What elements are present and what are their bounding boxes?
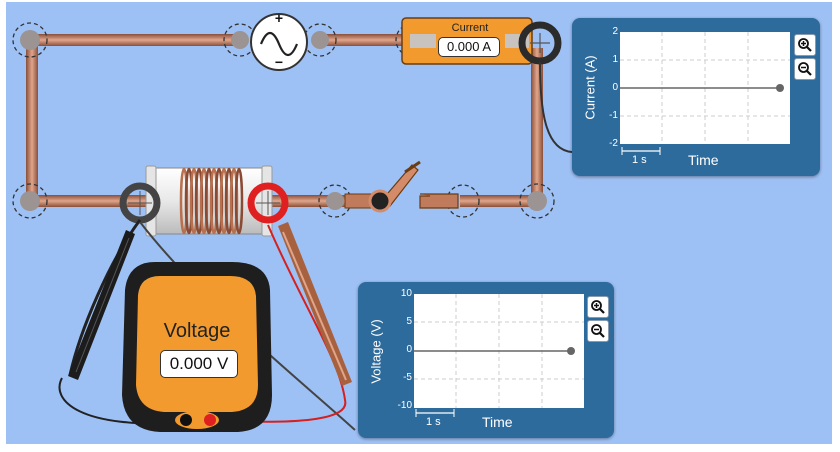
current-time-scale-bar	[621, 147, 661, 155]
red-probe-wire	[204, 224, 347, 423]
voltmeter-body[interactable]	[122, 262, 272, 432]
ammeter-probe[interactable]	[518, 21, 562, 65]
voltmeter-title: Voltage	[163, 320, 231, 342]
wire-bottom-left[interactable]	[30, 195, 150, 207]
current-ytick: -1	[609, 110, 618, 121]
ac-sine-icon[interactable]: + −	[250, 10, 308, 71]
wire-right[interactable]	[531, 48, 543, 200]
voltage-ytick: 0	[406, 344, 412, 355]
svg-text:+: +	[275, 10, 283, 26]
voltage-ytick: 10	[400, 288, 412, 299]
voltage-plot-area	[414, 294, 584, 408]
wire-top-middle[interactable]	[318, 34, 410, 46]
voltage-ytick: -10	[397, 400, 412, 411]
svg-text:−: −	[275, 54, 283, 70]
voltage-ytick: -5	[403, 372, 412, 383]
current-trace-point	[776, 84, 784, 92]
red-probe-handle[interactable]	[278, 222, 352, 386]
current-chart-xlabel: Time	[688, 152, 719, 168]
zoom-out-icon[interactable]	[794, 58, 816, 80]
ammeter-readout: 0.000 A	[438, 37, 500, 57]
current-ytick: 1	[612, 54, 618, 65]
current-ytick: -2	[609, 138, 618, 149]
voltage-chart-xlabel: Time	[482, 414, 513, 430]
black-probe-handle[interactable]	[68, 230, 135, 380]
voltage-time-scale-bar	[415, 409, 455, 417]
zoom-in-icon[interactable]	[794, 34, 816, 56]
zoom-out-icon[interactable]	[587, 320, 609, 342]
red-probe-clip[interactable]	[247, 182, 289, 224]
ammeter-cable	[539, 61, 573, 153]
junctions[interactable]	[12, 22, 555, 219]
switch[interactable]	[344, 160, 459, 213]
current-ytick: 0	[612, 82, 618, 93]
coil-turn	[234, 167, 244, 235]
ammeter-title: Current	[451, 22, 489, 34]
current-time-scale-label: 1 s	[632, 154, 647, 166]
voltage-chart-ylabel: Voltage (V)	[368, 319, 384, 384]
voltage-trace-point	[567, 347, 575, 355]
voltage-time-scale-label: 1 s	[426, 416, 441, 428]
voltmeter-readout: 0.000 V	[160, 350, 238, 378]
wire-top-left[interactable]	[30, 34, 242, 46]
voltage-plot-svg	[414, 294, 584, 408]
wire-left[interactable]	[26, 40, 38, 200]
voltage-ytick: 5	[406, 316, 412, 327]
current-ytick: 2	[612, 26, 618, 37]
current-plot-area	[620, 32, 790, 144]
black-probe-clip[interactable]	[119, 182, 161, 224]
current-plot-svg	[620, 32, 790, 144]
zoom-in-icon[interactable]	[587, 296, 609, 318]
coil-windings	[179, 167, 244, 235]
